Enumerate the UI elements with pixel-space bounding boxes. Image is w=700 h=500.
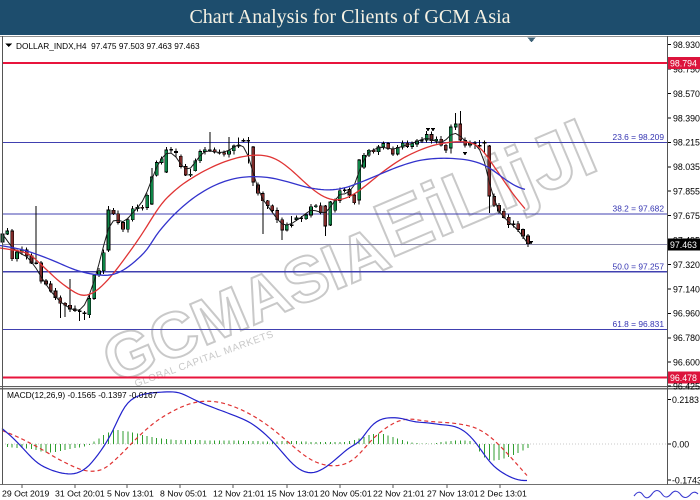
svg-text:98.215: 98.215	[673, 138, 700, 148]
svg-text:23.6 = 98.209: 23.6 = 98.209	[613, 132, 665, 142]
svg-text:0.2183: 0.2183	[672, 395, 699, 405]
svg-text:96.960: 96.960	[673, 309, 700, 319]
svg-text:98.390: 98.390	[673, 113, 700, 123]
svg-text:12 Nov 21:01: 12 Nov 21:01	[213, 489, 265, 499]
svg-text:97.675: 97.675	[673, 211, 700, 221]
svg-text:98.035: 98.035	[673, 162, 700, 172]
svg-text:27 Nov 13:01: 27 Nov 13:01	[427, 489, 479, 499]
svg-text:38.2 = 97.682: 38.2 = 97.682	[613, 204, 665, 214]
svg-text:MACD(12,26,9) -0.1565 -0.1397: MACD(12,26,9) -0.1565 -0.1397 -0.0167	[7, 390, 158, 400]
svg-text:5 Nov 13:01: 5 Nov 13:01	[107, 489, 154, 499]
svg-text:15 Nov 13:01: 15 Nov 13:01	[267, 489, 319, 499]
svg-text:97.320: 97.320	[673, 260, 700, 270]
svg-text:20 Nov 05:01: 20 Nov 05:01	[320, 489, 372, 499]
svg-text:31 Oct 20:01: 31 Oct 20:01	[55, 489, 105, 499]
svg-text:98.570: 98.570	[673, 89, 700, 99]
svg-text:96.478: 96.478	[670, 373, 697, 383]
svg-text:0.00: 0.00	[672, 439, 689, 449]
svg-text:8 Nov 05:01: 8 Nov 05:01	[160, 489, 207, 499]
svg-text:29 Oct 2019: 29 Oct 2019	[2, 489, 50, 499]
svg-text:96.600: 96.600	[673, 358, 700, 368]
svg-text:61.8 = 96.831: 61.8 = 96.831	[613, 319, 665, 329]
svg-text:97.140: 97.140	[673, 284, 700, 294]
svg-text:DOLLAR_INDX,H4 97.475 97.503: DOLLAR_INDX,H4 97.475 97.503 97.463 97.4…	[16, 41, 200, 51]
svg-text:96.425: 96.425	[673, 381, 700, 391]
svg-text:98.794: 98.794	[670, 59, 697, 69]
svg-text:-0.1743: -0.1743	[672, 475, 700, 485]
svg-text:98.750: 98.750	[673, 64, 700, 74]
svg-text:98.930: 98.930	[673, 40, 700, 50]
svg-text:50.0 = 97.257: 50.0 = 97.257	[613, 261, 665, 271]
svg-text:97.463: 97.463	[670, 240, 697, 250]
svg-text:96.780: 96.780	[673, 333, 700, 343]
svg-text:22 Nov 21:01: 22 Nov 21:01	[373, 489, 425, 499]
svg-text:97.855: 97.855	[673, 187, 700, 197]
svg-text:2 Dec 13:01: 2 Dec 13:01	[480, 489, 527, 499]
